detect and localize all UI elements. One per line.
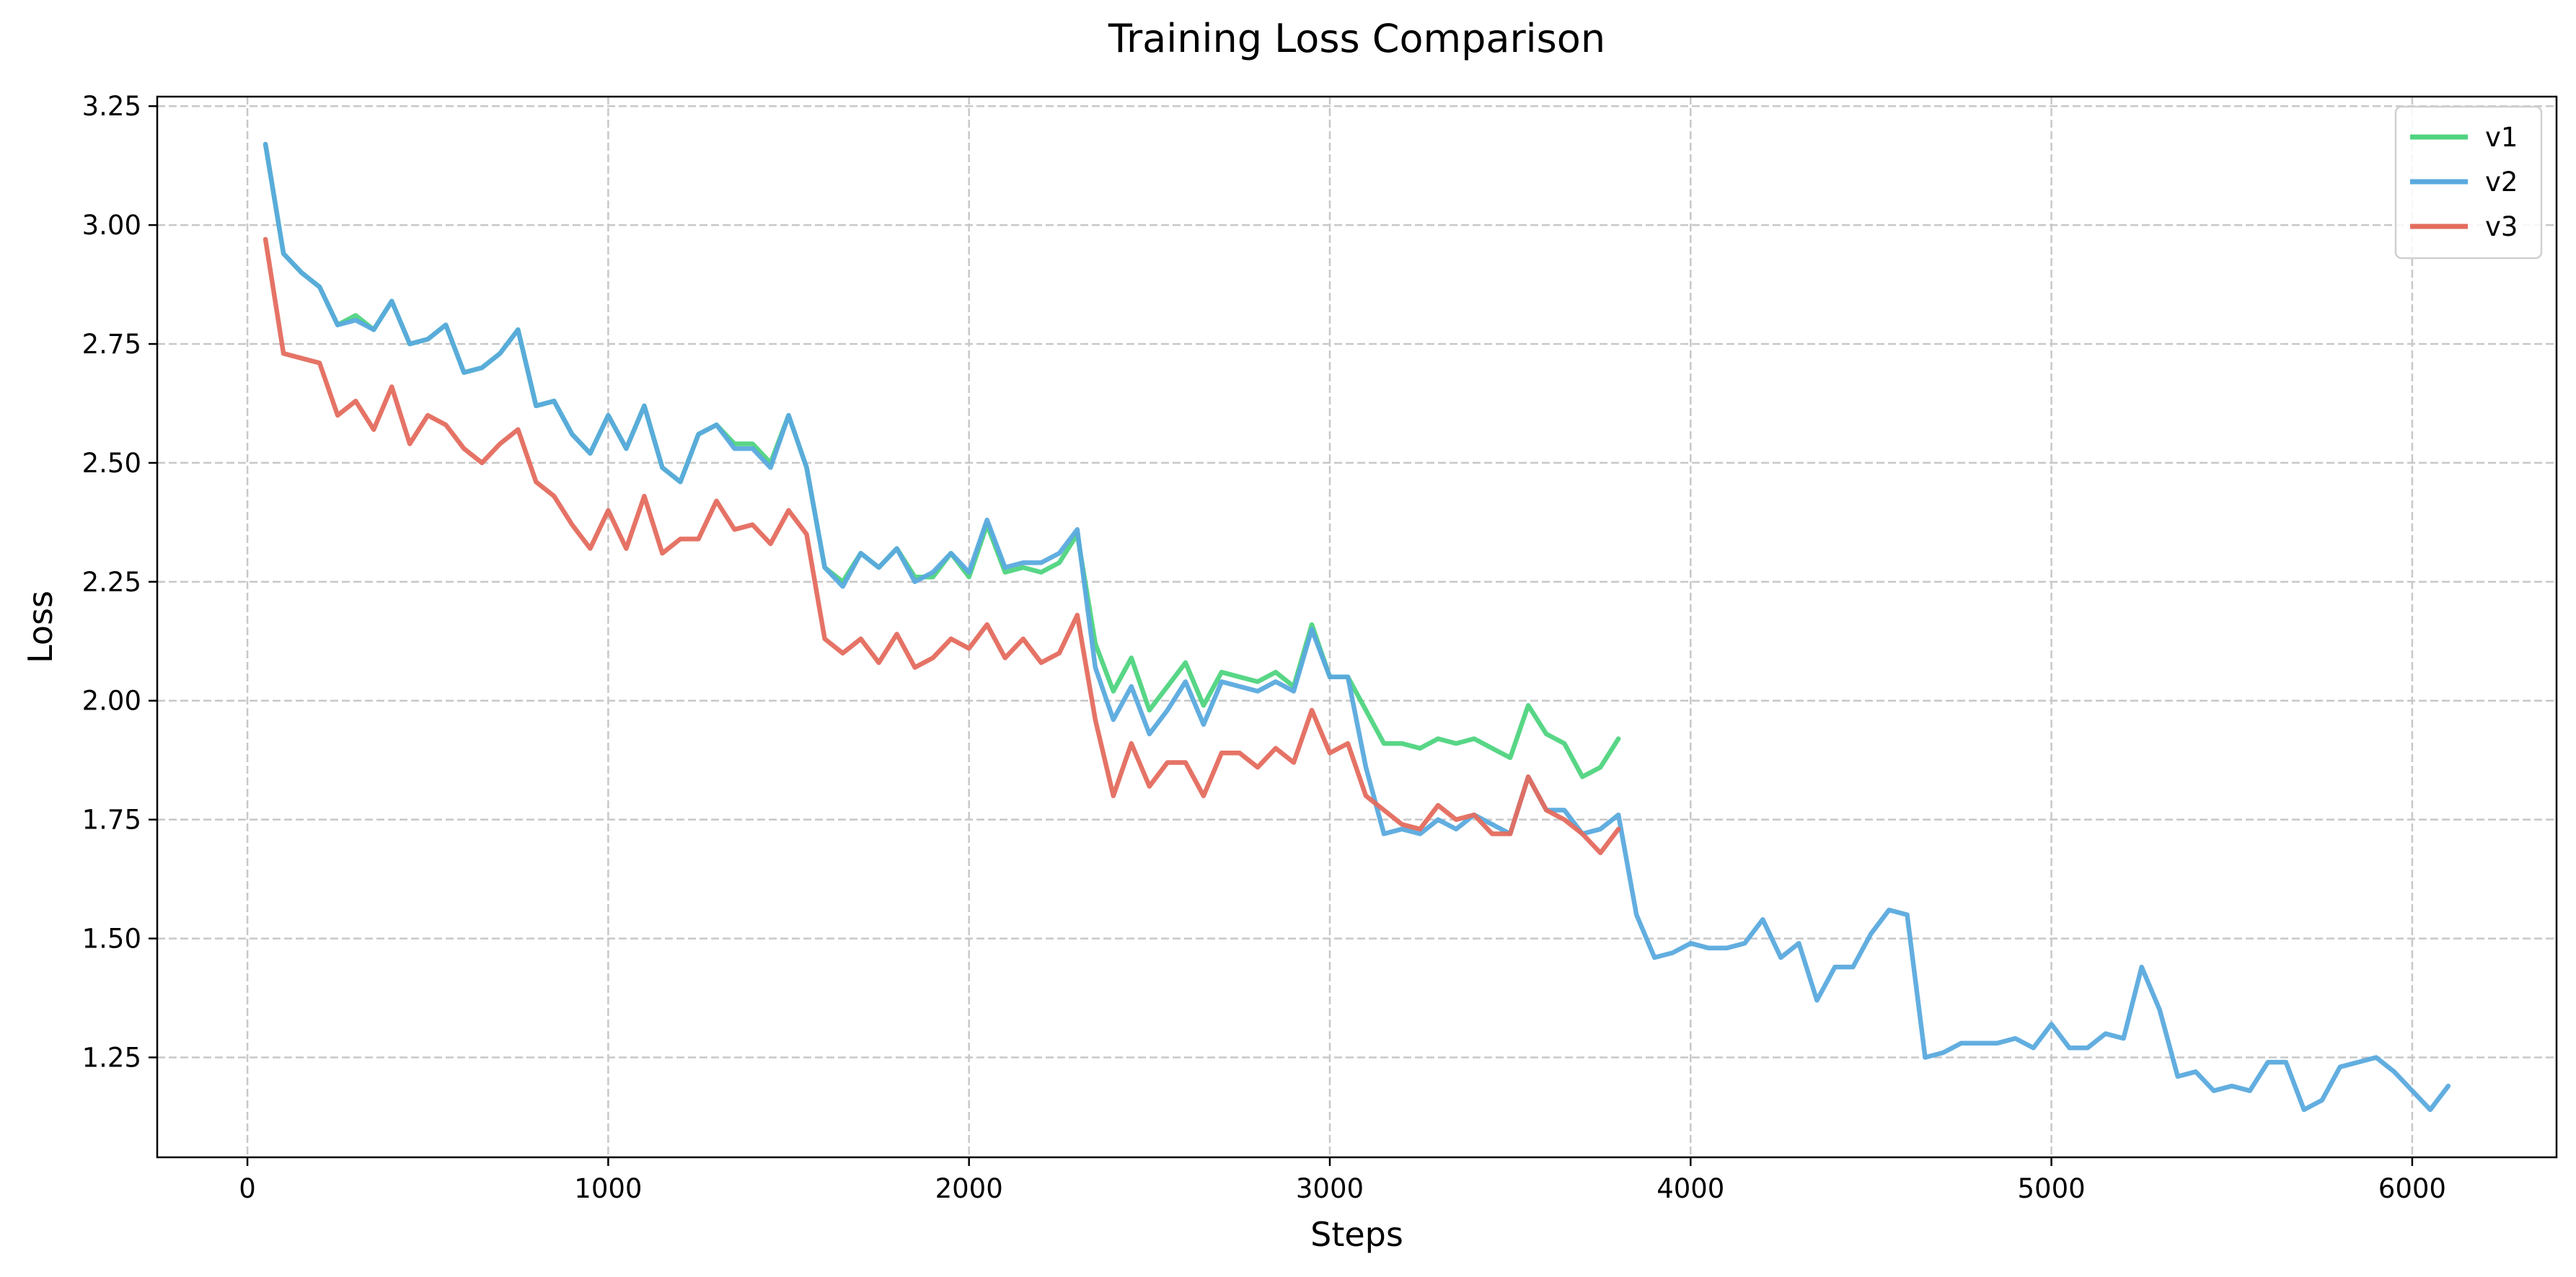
legend-label-v1: v1 [2485, 122, 2518, 153]
grid [157, 97, 2557, 1157]
x-tick-label: 6000 [2378, 1173, 2446, 1204]
y-tick-label: 2.25 [82, 567, 141, 598]
series-line-v2 [263, 141, 2451, 1113]
x-tick-label: 0 [239, 1173, 256, 1204]
y-tick-label: 1.75 [82, 805, 141, 836]
x-tick-label: 5000 [2017, 1173, 2085, 1204]
x-tick-label: 1000 [574, 1173, 642, 1204]
series-line-v3 [263, 237, 1621, 856]
y-tick-label: 2.75 [82, 329, 141, 360]
x-tick-label: 3000 [1296, 1173, 1364, 1204]
plot-area-frame [156, 95, 2558, 1159]
series-lines [263, 141, 2451, 1113]
legend-label-v3: v3 [2485, 211, 2518, 242]
legend-box [2394, 105, 2543, 260]
chart-title: Training Loss Comparison [1108, 16, 1605, 61]
x-tick-label: 2000 [935, 1173, 1003, 1204]
y-axis-label: Loss [21, 591, 60, 663]
legend: v1 v2 v3 [2394, 105, 2543, 260]
y-tick-label: 1.25 [82, 1042, 141, 1073]
y-tick-label: 2.00 [82, 686, 141, 717]
y-tick-label: 1.50 [82, 924, 141, 955]
y-tick-label: 3.25 [82, 91, 141, 122]
legend-label-v2: v2 [2485, 167, 2518, 198]
y-tick-label: 2.50 [82, 448, 141, 479]
axis-ticks: 0 1000 2000 3000 4000 5000 6000 1.25 1.50 1.75 2.0… [82, 91, 2446, 1204]
x-tick-label: 4000 [1657, 1173, 1724, 1204]
y-tick-label: 3.00 [82, 210, 141, 241]
x-axis-label: Steps [1310, 1215, 1403, 1254]
